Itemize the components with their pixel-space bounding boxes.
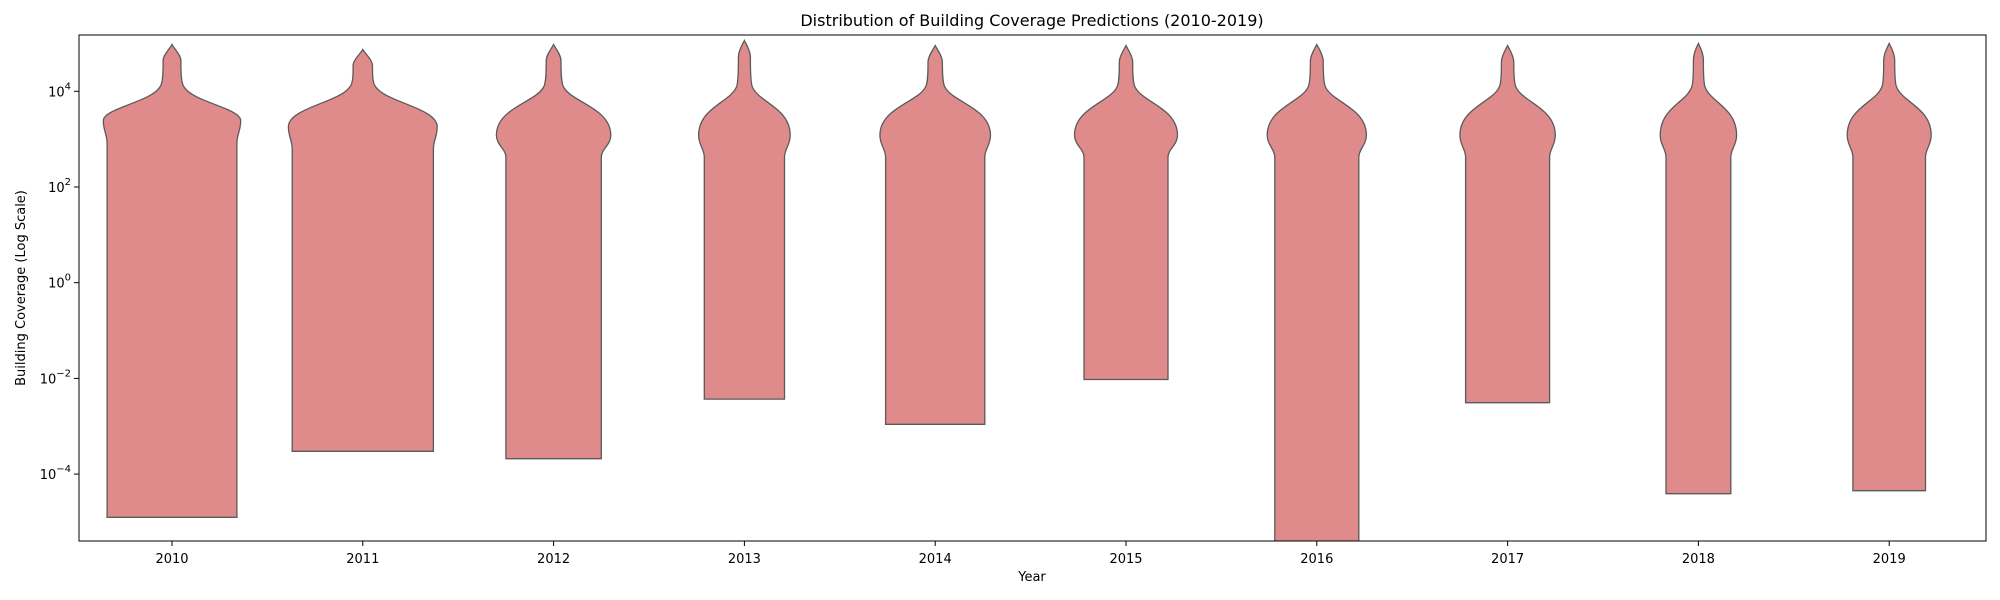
y-tick-label: 104 bbox=[48, 81, 71, 100]
x-axis-label: Year bbox=[1017, 570, 1046, 585]
x-tick-label: 2015 bbox=[1109, 552, 1142, 567]
plot-frame bbox=[78, 34, 1987, 542]
violin-2018 bbox=[1659, 41, 1738, 495]
violin-2019 bbox=[1846, 41, 1932, 492]
x-tick-label: 2014 bbox=[919, 552, 952, 567]
violin-2011 bbox=[287, 47, 438, 452]
y-tick-label: 100 bbox=[48, 273, 71, 292]
violins-group bbox=[102, 39, 1932, 541]
x-tick-label: 2016 bbox=[1300, 552, 1333, 567]
y-axis-label: Building Coverage (Log Scale) bbox=[14, 190, 29, 386]
y-tick-label: 10−4 bbox=[40, 464, 71, 483]
x-tick-label: 2013 bbox=[728, 552, 761, 567]
y-axis-ticks: 10−4 10−2 100 102 104 bbox=[40, 81, 79, 483]
x-tick-label: 2018 bbox=[1682, 552, 1715, 567]
x-tick-label: 2012 bbox=[537, 552, 570, 567]
chart-title: Distribution of Building Coverage Predic… bbox=[800, 11, 1263, 30]
x-tick-label: 2011 bbox=[346, 552, 379, 567]
y-tick-label: 10−2 bbox=[40, 368, 71, 387]
violin-2015 bbox=[1073, 44, 1179, 381]
violin-2010 bbox=[102, 43, 242, 518]
x-tick-label: 2010 bbox=[155, 552, 188, 567]
violin-2016 bbox=[1266, 43, 1368, 541]
x-tick-label: 2017 bbox=[1491, 552, 1524, 567]
y-tick-label: 102 bbox=[48, 177, 71, 196]
x-axis-ticks: 2010 2011 2012 2013 2014 2015 2016 2017 2018 2019 bbox=[155, 541, 1906, 567]
violin-2012 bbox=[495, 43, 612, 460]
violin-2013 bbox=[697, 39, 791, 400]
violin-2017 bbox=[1459, 44, 1556, 404]
x-tick-label: 2019 bbox=[1873, 552, 1906, 567]
violin-2014 bbox=[879, 44, 992, 425]
